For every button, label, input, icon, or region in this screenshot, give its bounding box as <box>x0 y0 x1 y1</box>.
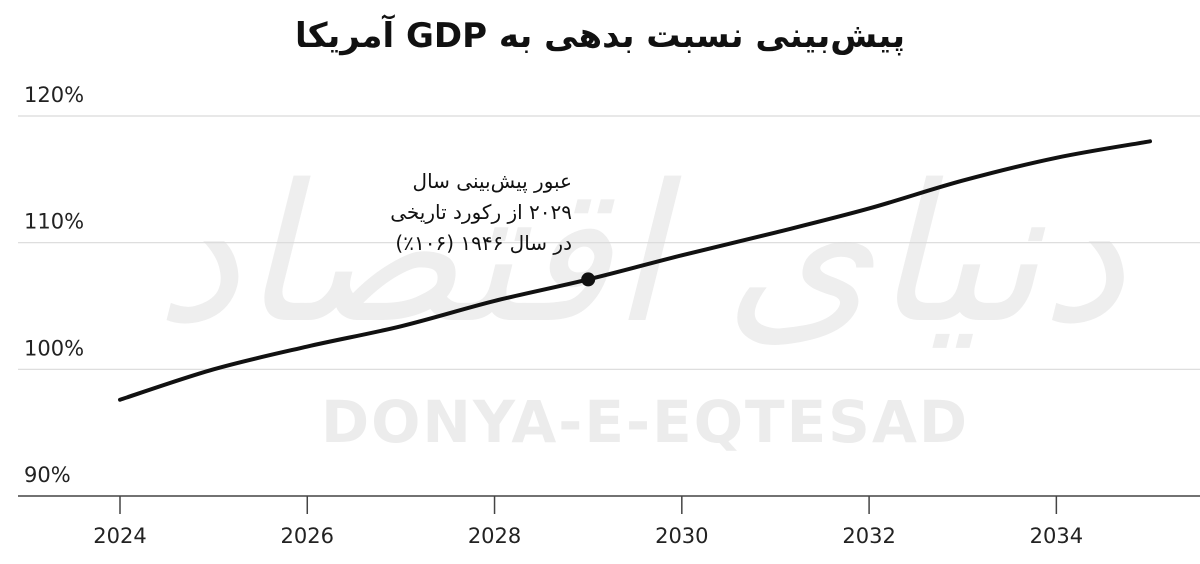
series-line <box>118 139 1152 402</box>
x-axis <box>119 496 1058 514</box>
x-tick-label: 2024 <box>93 524 146 548</box>
watermark-brand: DONYA-E-EQTESAD <box>321 388 969 456</box>
y-tick-label: 120% <box>24 83 84 107</box>
x-tick-label: 2030 <box>655 524 708 548</box>
annotation-marker <box>581 272 596 287</box>
x-tick-label: 2034 <box>1030 524 1083 548</box>
y-tick-label: 90% <box>24 463 71 487</box>
x-tick-label: 2026 <box>281 524 334 548</box>
y-tick-label: 110% <box>24 210 84 234</box>
annotation-layer: عبور پیش‌بینی سال ۲۰۲۹ از رکورد تاریخی در … <box>390 169 596 287</box>
annotation-line: ۲۰۲۹ از رکورد تاریخی <box>390 200 572 224</box>
x-axis-tick-labels: 2024 2026 2028 2030 2032 2034 <box>93 524 1083 548</box>
y-axis-tick-labels: 90% 100% 110% 120% <box>24 83 84 487</box>
annotation-line: در سال ۱۹۴۶ (۱۰۶٪) <box>395 231 572 255</box>
chart-title: پیش‌بینی نسبت بدهی به GDP آمریکا <box>294 16 906 56</box>
x-tick-label: 2032 <box>842 524 895 548</box>
x-tick-label: 2028 <box>468 524 521 548</box>
annotation-line: عبور پیش‌بینی سال <box>413 169 572 194</box>
series-layer <box>118 139 1152 402</box>
y-tick-label: 100% <box>24 336 84 360</box>
